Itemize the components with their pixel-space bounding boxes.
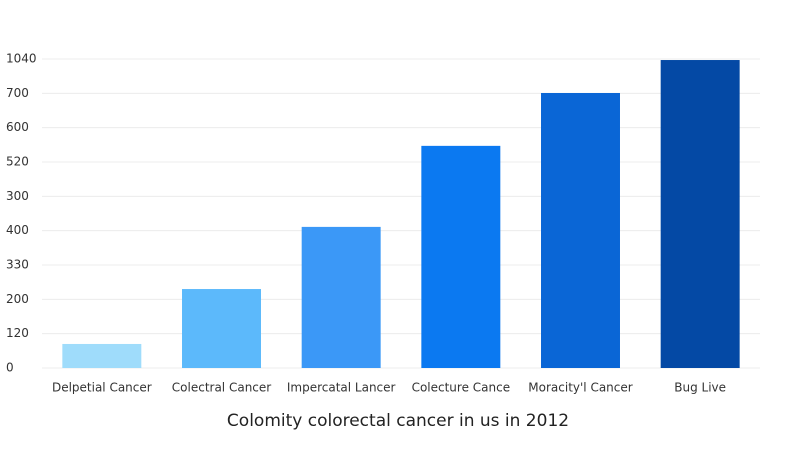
y-tick-label: 0 — [6, 361, 14, 375]
bar — [62, 343, 142, 368]
y-tick-label: 400 — [6, 223, 29, 237]
x-tick-label: Bug Live — [674, 381, 726, 395]
x-tick-label: Colecture Cance — [412, 381, 511, 395]
bar — [301, 226, 381, 368]
x-tick-label: Colectral Cancer — [172, 381, 271, 395]
y-tick-label: 700 — [6, 86, 29, 100]
chart-title: Colomity colorectal cancer in us in 2012 — [227, 411, 569, 431]
y-tick-label: 200 — [6, 292, 29, 306]
y-tick-label: 300 — [6, 189, 29, 203]
bar — [541, 92, 620, 369]
bar — [182, 289, 261, 368]
x-tick-label: Delpetial Cancer — [52, 381, 152, 395]
x-tick-label: Impercatal Lancer — [287, 381, 396, 395]
y-tick-label: 120 — [6, 326, 29, 340]
bar — [421, 145, 501, 368]
y-tick-label: 1040 — [6, 52, 37, 66]
y-tick-label: 330 — [6, 258, 29, 272]
x-tick-label: Moracity'l Cancer — [528, 381, 632, 395]
y-tick-label: 600 — [6, 120, 29, 134]
bar — [660, 60, 740, 368]
y-tick-label: 520 — [6, 155, 29, 169]
